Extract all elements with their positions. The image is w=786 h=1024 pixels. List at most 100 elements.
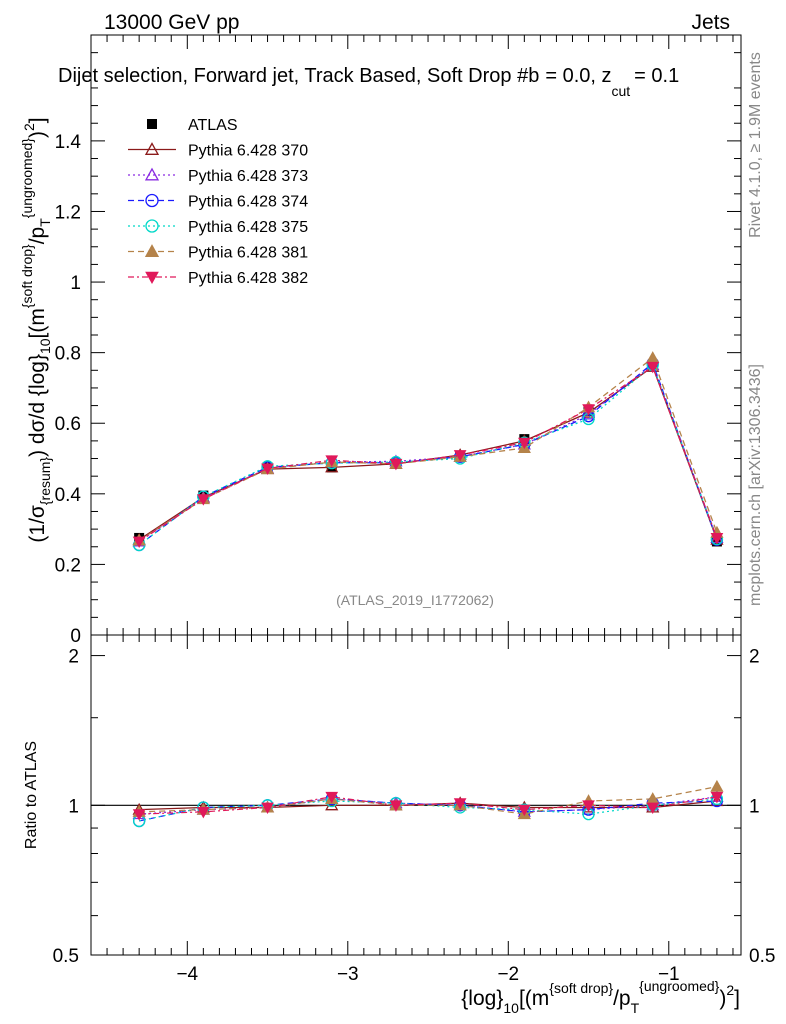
x-axis-label: {log}10[(m{soft drop}/pT{ungroomed})2] <box>461 978 740 1016</box>
legend-marker <box>144 167 160 181</box>
main-series <box>132 351 724 552</box>
ratio-data-point <box>710 779 724 792</box>
ratio-data-point <box>581 800 596 813</box>
ratio-series-line <box>139 796 718 815</box>
legend-marker <box>145 193 159 208</box>
legend-marker <box>147 119 157 129</box>
main-data-point <box>261 463 274 475</box>
ratio-series-line <box>139 786 718 815</box>
legend-entry: Pythia 6.428 382 <box>128 270 308 287</box>
x-tick-label: −2 <box>497 964 519 985</box>
jets-label: Jets <box>691 11 730 34</box>
plot-title-main: Dijet selection, Forward jet, Track Base… <box>58 65 539 87</box>
energy-label: 13000 GeV pp <box>104 11 239 34</box>
analysis-watermark: (ATLAS_2019_I1772062) <box>336 592 494 608</box>
main-data-point <box>196 494 210 506</box>
plot-title: Dijet selection, Forward jet, Track Base… <box>58 65 679 99</box>
ratio-data-point <box>132 809 146 821</box>
main-series-line <box>138 363 718 546</box>
legend-label: Pythia 6.428 381 <box>188 245 308 262</box>
ratio-data-point <box>389 800 403 812</box>
main-y-tick-label: 0.4 <box>55 485 82 506</box>
mcplots-label: mcplots.cern.ch [arXiv:1306.3436] <box>747 364 764 606</box>
legend-marker <box>144 244 160 257</box>
ratio-series-4 <box>132 779 724 820</box>
main-y-tick-label: 0.2 <box>55 555 81 576</box>
ratio-data-point <box>453 798 467 810</box>
rivet-label: Rivet 4.1.0, ≥ 1.9M events <box>747 52 764 238</box>
ratio-series-5 <box>132 791 724 821</box>
main-series-6 <box>132 361 724 549</box>
ratio-y-tick-label: 2 <box>68 647 79 668</box>
ratio-y-tick-label-right: 0.5 <box>749 946 775 967</box>
legend-entry: ATLAS <box>147 117 238 134</box>
legend-label: ATLAS <box>188 117 238 134</box>
main-series-5 <box>132 351 724 546</box>
main-y-tick-label: 1.2 <box>55 202 81 223</box>
legend-marker <box>145 271 159 285</box>
main-data-point <box>325 455 339 467</box>
ratio-series-line <box>139 798 717 822</box>
ratio-y-tick-label-right: 2 <box>749 647 760 668</box>
main-series-line <box>138 362 718 546</box>
ratio-series-line <box>139 796 718 815</box>
x-tick-label: −3 <box>337 964 359 985</box>
main-y-axis-label: (1/σ{resum}) dσ/d {log}10[(m{soft drop}/… <box>19 117 53 542</box>
legend-entry: Pythia 6.428 373 <box>128 167 308 185</box>
main-series-2 <box>132 358 724 547</box>
main-series-4 <box>132 358 724 552</box>
ratio-data-point <box>325 798 339 811</box>
main-data-point <box>389 458 403 471</box>
ratio-data-point <box>710 794 724 807</box>
ratio-data-point <box>582 800 595 812</box>
ratio-series-2 <box>132 792 724 828</box>
legend-label: Pythia 6.428 382 <box>188 270 308 287</box>
ratio-y-tick-label: 0.5 <box>53 946 79 967</box>
main-data-point <box>453 450 467 462</box>
main-data-point <box>646 351 660 363</box>
ratio-data-point <box>517 804 531 817</box>
legend-entry: Pythia 6.428 374 <box>128 194 308 211</box>
ratio-data-point <box>646 802 660 814</box>
ratio-data-point <box>196 806 210 819</box>
main-series-3 <box>132 357 724 552</box>
main-data-point <box>710 533 724 545</box>
main-series-line <box>138 365 718 543</box>
legend-label: Pythia 6.428 375 <box>188 219 308 236</box>
plot-title-end: = 0.1 <box>634 65 679 87</box>
main-series-1 <box>132 359 724 545</box>
main-data-point <box>517 437 531 450</box>
main-data-point <box>132 536 146 549</box>
legend-marker <box>145 219 159 233</box>
ratio-series-3 <box>132 792 724 828</box>
plot-title-sub: cut <box>611 83 630 99</box>
plot-title-tail: = 0.0, z <box>545 65 611 87</box>
ratio-data-point <box>710 791 724 804</box>
main-series-line <box>138 356 718 541</box>
main-ticks: 0 0.2 0.4 0.6 0.8 1 1.2 1.4 <box>55 35 741 647</box>
main-y-tick-label: 0.8 <box>55 344 81 365</box>
ratio-data-point <box>261 802 274 814</box>
main-data-point <box>646 361 660 374</box>
ratio-plot-frame <box>90 634 742 956</box>
main-series-0 <box>134 360 722 547</box>
main-series-line <box>138 363 718 543</box>
legend-entry: Pythia 6.428 375 <box>128 219 308 236</box>
legend-entry: Pythia 6.428 381 <box>128 244 308 262</box>
ratio-series <box>132 779 724 828</box>
x-tick-label: −4 <box>176 964 198 985</box>
x-tick-label: −1 <box>658 964 680 985</box>
legend: ATLAS Pythia 6.428 370 Pythia 6.428 373 Pyt… <box>128 117 308 287</box>
main-data-point <box>582 404 595 416</box>
main-y-tick-label: 1.4 <box>55 132 82 153</box>
main-y-tick-label: 1 <box>70 273 81 294</box>
ratio-y-tick-label-right: 1 <box>749 796 760 817</box>
legend-label: Pythia 6.428 374 <box>188 194 308 211</box>
legend-label: Pythia 6.428 373 <box>188 168 308 185</box>
main-y-tick-label: 0 <box>70 626 81 647</box>
ratio-ticks: 0.5 0.5 1 1 2 2 −4 −3 −2 −1 <box>53 635 775 985</box>
legend-entry: Pythia 6.428 370 <box>128 142 308 160</box>
legend-marker <box>144 142 160 155</box>
main-series-line <box>138 365 718 541</box>
